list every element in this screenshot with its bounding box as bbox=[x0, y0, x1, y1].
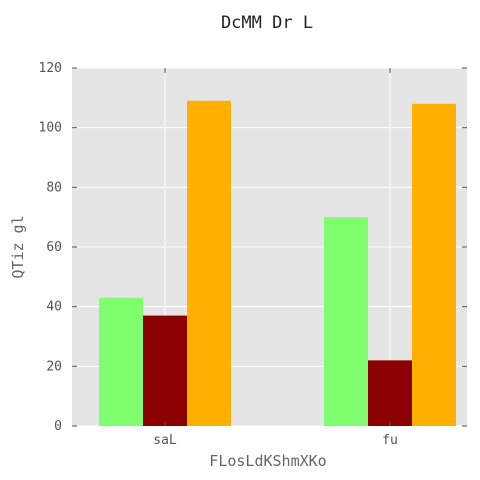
bars-group bbox=[99, 100, 456, 427]
bar bbox=[412, 103, 456, 427]
y-axis-label: QTiz gl bbox=[9, 215, 27, 278]
bar bbox=[368, 360, 412, 426]
y-tick-label: 120 bbox=[39, 61, 62, 76]
bar bbox=[187, 100, 231, 427]
y-tick-label: 100 bbox=[39, 121, 62, 136]
x-tick-label: saL bbox=[153, 433, 177, 448]
y-tick-label: 20 bbox=[46, 359, 62, 374]
bar bbox=[324, 217, 368, 426]
x-tick-label: fu bbox=[382, 433, 398, 448]
y-tick-label: 60 bbox=[46, 240, 62, 255]
y-tick-label: 40 bbox=[46, 300, 62, 315]
x-axis-label: FLosLdKShmXKo bbox=[209, 452, 326, 470]
chart-title: DcMM Dr L bbox=[221, 13, 313, 33]
y-tick-label: 0 bbox=[54, 419, 62, 434]
bar bbox=[99, 297, 143, 426]
y-tick-label: 80 bbox=[46, 180, 62, 195]
bar bbox=[143, 315, 187, 426]
x-axis-ticks: saL fu bbox=[153, 68, 398, 448]
y-axis-ticks: 0 20 40 60 80 100 120 bbox=[39, 61, 467, 434]
